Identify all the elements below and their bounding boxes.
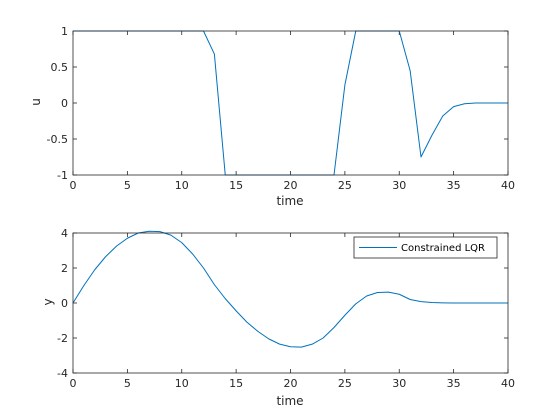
top-y-tick-label: 0.5	[51, 61, 69, 74]
control-input-subplot: 0 5 10 15 20 25 30 35 40 -1 -0.5 0 0.5 1	[47, 25, 515, 192]
top-plot-area	[73, 31, 508, 175]
top-y-tick-label: 0	[61, 97, 68, 110]
bottom-y-tick-label: 2	[61, 262, 68, 275]
bottom-axes-box	[72, 232, 509, 374]
top-y-axis-label: u	[29, 98, 43, 106]
bottom-y-tick-label: -4	[57, 367, 68, 380]
legend-entry-constrained-lqr: Constrained LQR	[401, 243, 485, 254]
bottom-y-tick-label: 4	[61, 227, 68, 240]
top-x-tick-label: 25	[338, 179, 352, 192]
top-x-tick-label: 30	[392, 179, 406, 192]
top-x-tick-label: 40	[501, 179, 515, 192]
top-x-tick-label: 35	[447, 179, 461, 192]
top-y-tick-label: -1	[57, 169, 68, 182]
bottom-x-tick-label: 5	[124, 377, 131, 390]
bottom-x-tick-label: 25	[338, 377, 352, 390]
bottom-y-axis-label: y	[41, 298, 55, 305]
bottom-x-tick-label: 15	[229, 377, 243, 390]
top-x-axis-label: time	[276, 194, 303, 208]
top-x-tick-label: 5	[124, 179, 131, 192]
bottom-series-line-0	[72, 230, 508, 348]
bottom-x-tick-label: 30	[392, 377, 406, 390]
bottom-y-tick-label: -2	[57, 332, 68, 345]
bottom-y-tick-label: 0	[61, 297, 68, 310]
top-x-tick-label: 0	[70, 179, 77, 192]
bottom-x-tick-label: 40	[501, 377, 515, 390]
top-y-tick-label: -0.5	[47, 133, 68, 146]
legend-box	[353, 236, 498, 259]
legend: Constrained LQR	[353, 236, 498, 259]
bottom-x-tick-label: 20	[284, 377, 298, 390]
top-y-tick-label: 1	[61, 25, 68, 38]
top-x-tick-label: 10	[175, 179, 189, 192]
bottom-x-tick-label: 10	[175, 377, 189, 390]
bottom-x-axis-label: time	[276, 394, 303, 408]
top-axes-box	[72, 30, 509, 176]
top-x-tick-label: 20	[284, 179, 298, 192]
bottom-x-tick-label: 0	[70, 377, 77, 390]
top-x-tick-label: 15	[229, 179, 243, 192]
bottom-x-tick-label: 35	[447, 377, 461, 390]
